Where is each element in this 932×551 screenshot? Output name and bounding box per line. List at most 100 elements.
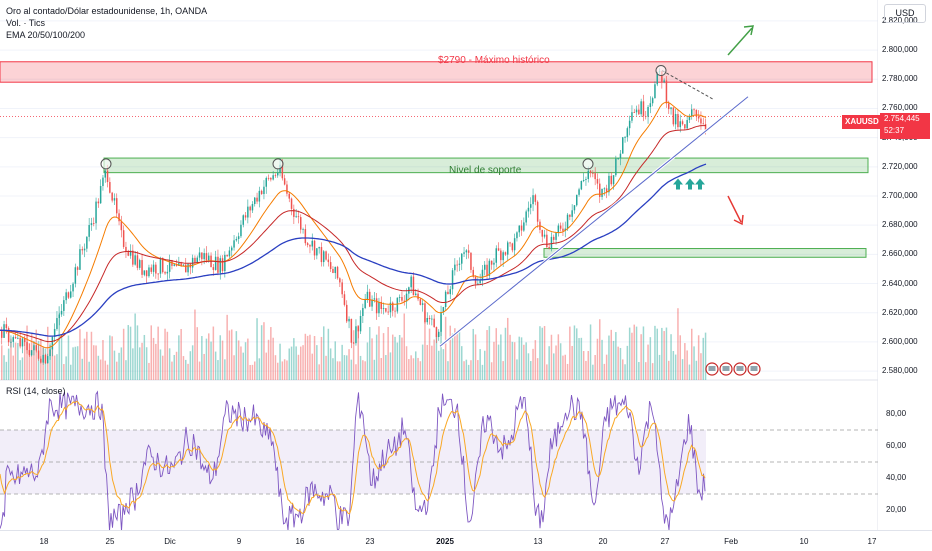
volume-bar [424,311,426,380]
volume-bar [164,328,166,380]
volume-bar [17,342,19,380]
candle-body [633,112,635,113]
volume-bar [366,342,369,380]
candle-body [194,257,196,263]
volume-bar [456,333,458,380]
volume-bar [350,359,353,380]
volume-bar [334,341,336,380]
candle-body [504,252,507,255]
volume-bar [293,338,295,380]
time-axis-label: 27 [660,537,670,546]
candle-body [235,238,238,241]
candle-body [458,263,461,265]
symbol-title[interactable]: Oro al contado/Dólar estadounidense, 1h,… [6,6,208,16]
candle-body [704,124,707,131]
volume-bar [24,338,26,380]
candle-body [488,260,491,276]
price-axis-label: 2.580,000 [882,366,918,376]
candle-body [42,354,44,363]
candle-body [378,301,380,314]
candle-body [97,201,100,204]
rsi-title[interactable]: RSI (14, close) [6,386,66,396]
candle-body [35,345,37,351]
candle-body [74,267,77,284]
volume-bar [371,338,373,380]
candle-body [14,337,17,339]
candle-body [431,318,433,320]
volume-bar [385,355,387,380]
time-axis-label: Feb [724,537,738,546]
candle-body [578,189,580,195]
flag-icon [736,366,744,371]
candle-body [10,341,12,343]
flag-icon [708,366,716,371]
candle-body [640,101,642,115]
volume-bar [47,326,49,380]
candle-body [599,183,601,197]
volume-bar [511,341,514,380]
candle-body [178,263,180,266]
volume-bar [279,343,281,380]
candle-body [304,229,307,244]
candle-body [346,304,348,322]
candle-body [249,206,251,211]
volume-bar [352,330,355,380]
volume-bar [141,342,143,380]
time-axis-label: 17 [867,537,877,546]
volume-bar [688,364,691,380]
volume-bar [500,334,502,380]
candle-body [79,249,81,270]
volume-bar [297,354,300,380]
volume-bar [562,355,564,380]
volume-bar [523,344,525,380]
candle-body [320,247,323,263]
volume-bar [601,339,603,380]
volume-bar [518,336,520,380]
volume-bar [175,351,178,380]
candle-body [63,300,65,311]
candle-body [555,232,557,240]
ema-indicator-label[interactable]: EMA 20/50/100/200 [6,30,86,40]
volume-bar [171,361,173,380]
volume-bar [373,359,376,380]
candle-body [290,198,293,209]
candle-body [571,210,573,217]
price-axis[interactable]: 2.820,0002.800,0002.780,0002.760,0002.74… [878,0,932,530]
candle-body [366,291,369,301]
volume-bar [120,347,123,380]
volume-bar [417,357,419,380]
up-arrow-head [743,25,754,36]
candle-body [686,120,688,129]
volume-bar [449,325,451,380]
candle-body [81,249,83,251]
volume-bar [431,345,433,380]
volume-bar [122,328,125,380]
volume-bar [665,327,668,380]
candle-body [327,259,330,263]
volume-bar [267,339,270,380]
price-axis-label: 2.720,000 [882,161,918,171]
candle-body [277,172,279,176]
time-axis-label: 16 [295,537,305,546]
currency-button[interactable]: USD [884,4,926,23]
volume-bar [168,348,171,380]
volume-bar [1,345,3,380]
candle-body [693,109,695,111]
candle-body [306,243,309,246]
volume-bar [642,326,645,380]
time-axis[interactable]: 18 25 Dic 9 16 23 2025 13 20 27 Feb 10 17 [0,530,932,551]
candle-body [484,264,486,270]
candle-body [182,264,185,266]
candle-body [288,193,290,199]
volume-bar [548,346,550,380]
drawing-tools [100,25,761,376]
candle-body [56,318,58,329]
volume-bar [10,338,12,380]
volume-bar [244,342,247,380]
candle-body [626,128,629,138]
volume-bar [28,343,31,380]
candle-body [401,297,403,301]
volume-indicator-label[interactable]: Vol. · Tics [6,18,46,28]
candle-body [90,223,93,226]
